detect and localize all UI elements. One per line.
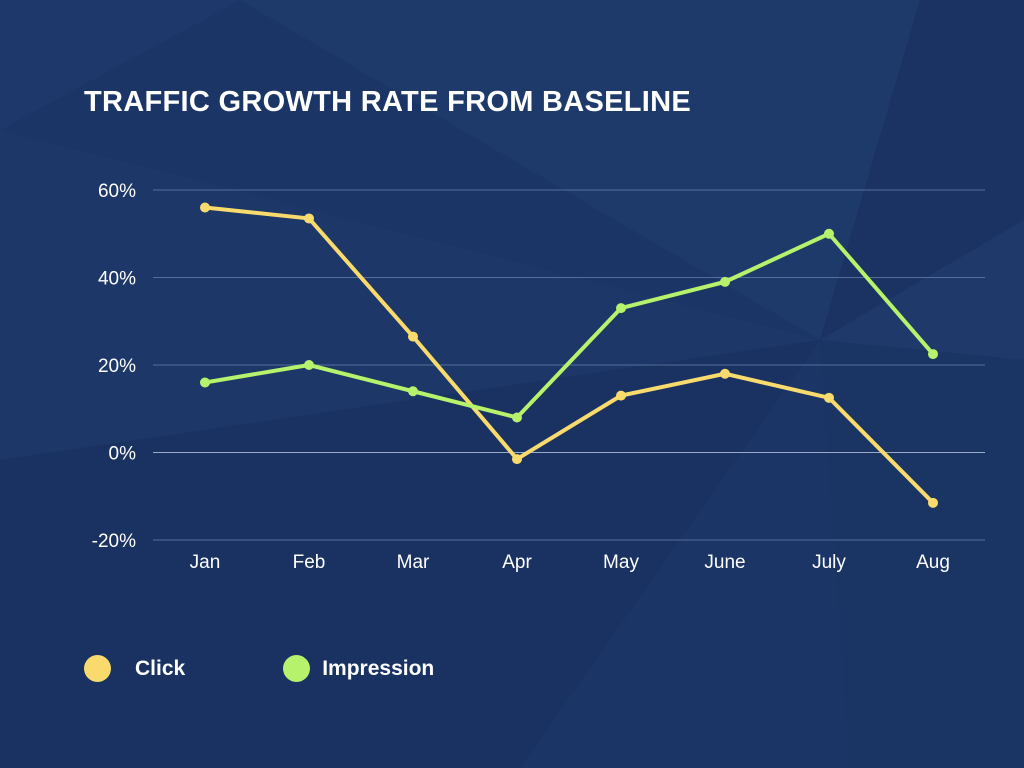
legend: Click Impression (84, 655, 532, 682)
chart-title: TRAFFIC GROWTH RATE FROM BASELINE (84, 86, 692, 118)
x-tick-label: Mar (397, 552, 430, 573)
data-point-impression (512, 412, 522, 423)
x-tick-label: Jan (190, 552, 221, 573)
data-point-impression (928, 349, 938, 360)
series-line-impression (203, 231, 935, 420)
y-axis-ticks: -20% 0% 20% 40% 60% (92, 181, 136, 552)
series-line-click (203, 205, 935, 505)
y-tick-label: 60% (98, 181, 136, 202)
x-tick-label: Apr (502, 552, 532, 573)
data-point-impression (616, 303, 626, 314)
y-tick-label: -20% (92, 531, 136, 552)
legend-item-impression: Impression (283, 655, 434, 682)
x-tick-label: July (812, 552, 846, 573)
data-point-click (408, 331, 418, 342)
x-tick-label: Feb (293, 552, 326, 573)
data-point-click (616, 390, 626, 401)
x-tick-label: June (704, 552, 745, 573)
data-point-click (512, 454, 522, 465)
legend-swatch-click (84, 655, 111, 682)
x-tick-label: May (603, 552, 639, 573)
series-lines (203, 205, 935, 505)
data-point-click (200, 202, 210, 213)
data-point-click (304, 213, 314, 224)
y-tick-label: 0% (109, 444, 137, 465)
y-tick-label: 40% (98, 269, 136, 290)
legend-swatch-impression (283, 655, 311, 682)
data-point-click (928, 497, 938, 508)
data-point-impression (824, 228, 834, 239)
data-point-impression (408, 386, 418, 397)
data-point-impression (720, 276, 730, 287)
data-point-click (720, 368, 730, 379)
x-axis-ticks: Jan Feb Mar Apr May June July Aug (190, 552, 950, 573)
data-point-impression (200, 377, 210, 388)
data-point-click (824, 392, 834, 403)
x-tick-label: Aug (916, 552, 950, 573)
legend-label-click: Click (135, 656, 186, 680)
series-points (200, 202, 938, 508)
data-point-impression (304, 360, 314, 370)
legend-label-impression: Impression (322, 656, 435, 680)
legend-item-click: Click (84, 655, 185, 682)
y-tick-label: 20% (98, 356, 136, 377)
